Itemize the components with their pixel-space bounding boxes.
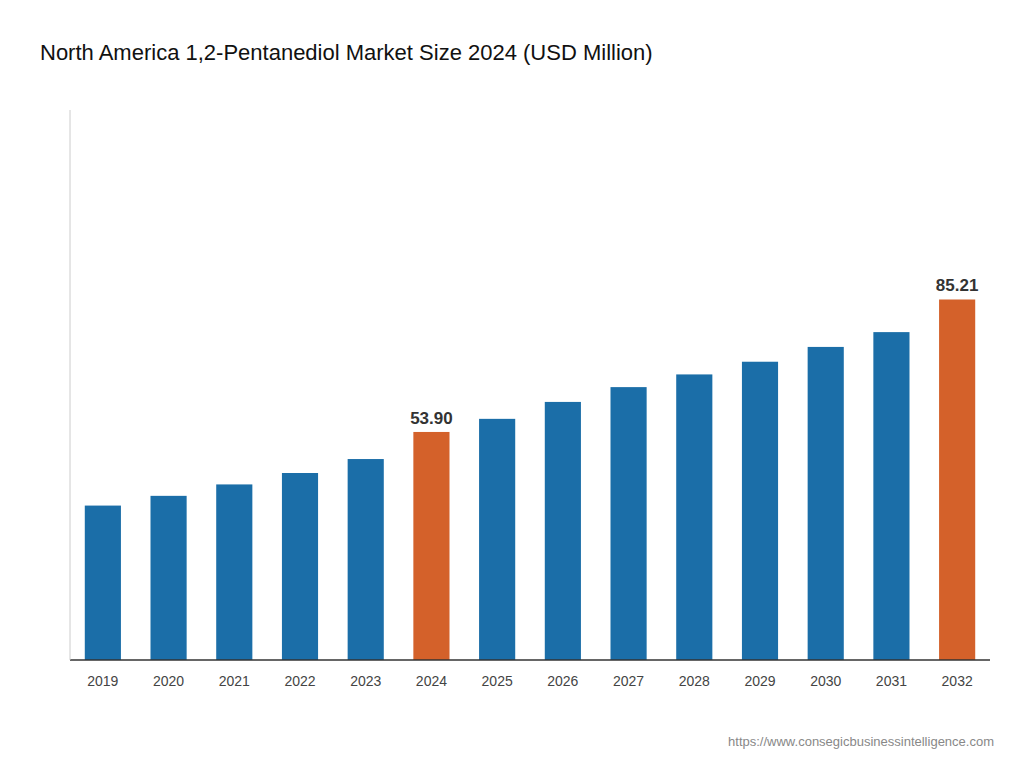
x-tick-label: 2032 bbox=[942, 673, 973, 689]
bar bbox=[85, 506, 121, 660]
data-label: 53.90 bbox=[410, 409, 453, 428]
bar bbox=[545, 402, 581, 660]
x-tick-label: 2030 bbox=[810, 673, 841, 689]
bar bbox=[611, 387, 647, 660]
title: North America 1,2-Pentanediol Market Siz… bbox=[40, 40, 653, 65]
bar bbox=[873, 332, 909, 660]
chart: North America 1,2-Pentanediol Market Siz… bbox=[0, 0, 1024, 768]
x-axis-line bbox=[70, 659, 990, 661]
x-tick-label: 2021 bbox=[219, 673, 250, 689]
x-tick-label: 2023 bbox=[350, 673, 381, 689]
bar bbox=[939, 299, 975, 660]
bar bbox=[676, 374, 712, 660]
bar bbox=[808, 347, 844, 660]
x-tick-label: 2027 bbox=[613, 673, 644, 689]
x-tick-label: 2019 bbox=[87, 673, 118, 689]
x-tick-label: 2025 bbox=[482, 673, 513, 689]
bar bbox=[216, 484, 252, 660]
x-tick-label: 2028 bbox=[679, 673, 710, 689]
data-label: 85.21 bbox=[936, 276, 979, 295]
x-tick-label: 2020 bbox=[153, 673, 184, 689]
x-tick-label: 2029 bbox=[744, 673, 775, 689]
y-axis-line bbox=[70, 110, 71, 660]
annotation: https://www.consegicbusinessintelligence… bbox=[728, 734, 994, 749]
bar bbox=[151, 496, 187, 660]
x-tick-label: 2031 bbox=[876, 673, 907, 689]
bar bbox=[479, 419, 515, 660]
bars bbox=[85, 299, 975, 660]
x-tick-label: 2022 bbox=[284, 673, 315, 689]
bar bbox=[282, 473, 318, 660]
bar bbox=[742, 362, 778, 660]
bar bbox=[413, 432, 449, 660]
x-tick-label: 2026 bbox=[547, 673, 578, 689]
x-tick-label: 2024 bbox=[416, 673, 447, 689]
bar bbox=[348, 459, 384, 660]
